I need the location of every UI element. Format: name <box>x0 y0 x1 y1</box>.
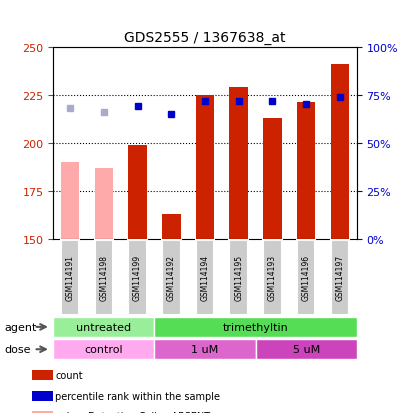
Text: untreated: untreated <box>76 322 131 332</box>
Bar <box>32 370 53 380</box>
Bar <box>61 163 79 240</box>
Text: agent: agent <box>4 322 36 332</box>
FancyBboxPatch shape <box>53 339 154 359</box>
FancyBboxPatch shape <box>296 240 315 315</box>
FancyBboxPatch shape <box>255 339 356 359</box>
Text: GSM114196: GSM114196 <box>301 255 310 301</box>
Bar <box>32 391 53 401</box>
Text: GSM114192: GSM114192 <box>166 255 175 301</box>
FancyBboxPatch shape <box>154 317 356 337</box>
FancyBboxPatch shape <box>229 240 247 315</box>
Bar <box>229 88 247 240</box>
Text: 5 uM: 5 uM <box>292 344 319 354</box>
Bar <box>330 65 348 240</box>
FancyBboxPatch shape <box>61 240 79 315</box>
Bar <box>162 215 180 240</box>
Text: count: count <box>55 370 83 380</box>
Text: GSM114198: GSM114198 <box>99 255 108 301</box>
Text: GSM114195: GSM114195 <box>234 255 243 301</box>
Text: GSM114193: GSM114193 <box>267 255 276 301</box>
FancyBboxPatch shape <box>195 240 214 315</box>
Text: GSM114191: GSM114191 <box>65 255 74 301</box>
Bar <box>128 145 146 240</box>
Text: control: control <box>84 344 123 354</box>
FancyBboxPatch shape <box>94 240 113 315</box>
Text: dose: dose <box>4 344 31 354</box>
Text: GSM114194: GSM114194 <box>200 255 209 301</box>
FancyBboxPatch shape <box>53 317 154 337</box>
Bar <box>195 95 214 240</box>
Bar <box>94 169 113 240</box>
FancyBboxPatch shape <box>128 240 146 315</box>
Text: trimethyltin: trimethyltin <box>222 322 288 332</box>
Text: GSM114197: GSM114197 <box>335 255 344 301</box>
Bar <box>32 411 53 413</box>
FancyBboxPatch shape <box>154 339 255 359</box>
FancyBboxPatch shape <box>330 240 348 315</box>
Text: GSM114199: GSM114199 <box>133 255 142 301</box>
Text: 1 uM: 1 uM <box>191 344 218 354</box>
FancyBboxPatch shape <box>263 240 281 315</box>
Title: GDS2555 / 1367638_at: GDS2555 / 1367638_at <box>124 31 285 45</box>
Bar <box>263 119 281 240</box>
FancyBboxPatch shape <box>162 240 180 315</box>
Text: percentile rank within the sample: percentile rank within the sample <box>55 391 220 401</box>
Text: value, Detection Call = ABSENT: value, Detection Call = ABSENT <box>55 411 210 413</box>
Bar <box>296 103 315 240</box>
